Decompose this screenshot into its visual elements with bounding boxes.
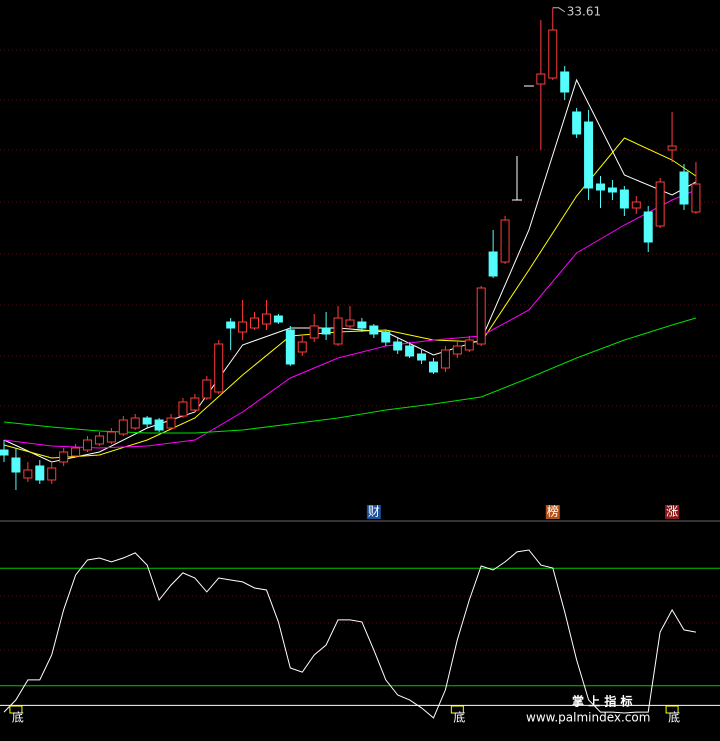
- candle-body: [94, 435, 104, 445]
- candle-body: [250, 317, 260, 329]
- candle-body: [488, 251, 498, 277]
- candle-body: [0, 449, 9, 456]
- candle-body: [631, 201, 641, 209]
- candle-body: [59, 451, 69, 463]
- candle-body: [309, 325, 319, 339]
- candle-body: [261, 313, 271, 325]
- candle-body: [214, 343, 224, 393]
- event-label: 涨: [666, 504, 678, 519]
- signal-label: 底: [668, 710, 680, 725]
- candle-body: [440, 349, 450, 369]
- oscillator-line: [3, 549, 696, 719]
- candle-body: [619, 189, 629, 209]
- watermark-url: www.palmindex.com: [526, 711, 650, 725]
- candle-body: [560, 71, 570, 93]
- candle-body: [584, 121, 594, 189]
- candle-body: [679, 171, 689, 205]
- candle-body: [607, 187, 617, 193]
- signal-box: [450, 705, 464, 714]
- event-badge: [665, 505, 680, 519]
- event-badge: [366, 505, 381, 519]
- candle-body: [452, 345, 462, 355]
- candle-body: [190, 397, 200, 411]
- candle-body: [35, 465, 45, 481]
- candle-body: [464, 339, 474, 351]
- signal-label: 底: [453, 710, 465, 725]
- candle-body: [548, 29, 558, 79]
- candle-body: [11, 457, 21, 473]
- candle-body: [345, 319, 355, 327]
- candle-body: [643, 211, 653, 243]
- event-badge: [545, 505, 560, 519]
- signal-box: [665, 705, 679, 714]
- candle-body: [226, 321, 236, 329]
- candle-body: [476, 287, 486, 345]
- candle-body: [596, 183, 605, 191]
- candle-body: [381, 331, 391, 343]
- candle-body: [655, 181, 665, 227]
- candle-body: [667, 145, 677, 151]
- candle-body: [333, 317, 343, 345]
- candle-body: [393, 341, 403, 351]
- watermark-title: 掌 上 指 标: [572, 694, 633, 709]
- candle-body: [202, 379, 212, 399]
- signal-label: 底: [12, 710, 24, 725]
- event-label: 财: [368, 505, 380, 519]
- candle-body: [238, 321, 248, 333]
- candle-body: [428, 361, 438, 373]
- signal-box: [9, 705, 23, 714]
- candle-body: [405, 345, 415, 357]
- candle-body: [536, 73, 546, 85]
- candle-body: [154, 419, 164, 431]
- candle-body: [83, 439, 93, 451]
- candle-body: [500, 219, 510, 263]
- candle-body: [369, 325, 379, 335]
- candle-body: [178, 401, 188, 417]
- candle-body: [166, 417, 176, 429]
- candle-body: [691, 183, 701, 213]
- candle-body: [130, 417, 140, 429]
- high-label: 33.61: [567, 4, 601, 18]
- grid-decor: [0, 49, 720, 651]
- high-pointer: [552, 7, 566, 13]
- candle-body: [47, 467, 57, 481]
- ma-line: [3, 317, 697, 434]
- candle-body: [417, 353, 427, 361]
- candle-body: [357, 321, 367, 329]
- candle-body: [321, 327, 331, 335]
- candle-body: [297, 341, 307, 353]
- candle-body: [71, 447, 81, 457]
- candle-body: [285, 329, 295, 365]
- candle-body: [118, 419, 128, 435]
- candle-body: [106, 431, 116, 443]
- candle-body: [142, 417, 152, 425]
- ma-line: [3, 189, 697, 449]
- candle-body: [23, 469, 33, 479]
- candle-body: [273, 315, 283, 323]
- candle-body: [572, 111, 582, 135]
- event-label: 榜: [547, 504, 559, 519]
